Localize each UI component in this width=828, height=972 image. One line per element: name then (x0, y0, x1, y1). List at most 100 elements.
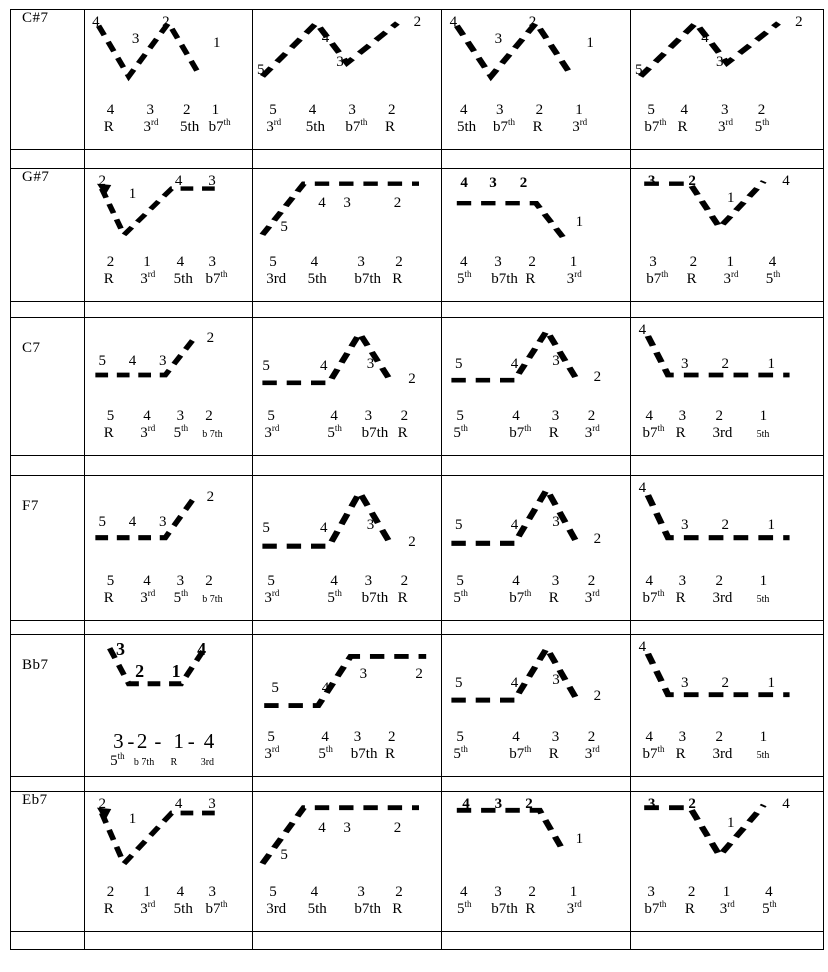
legend-finger-number: - (154, 729, 162, 753)
arpeggio-diagram: 4 3 2 1 (635, 481, 819, 566)
legend-column: 5 3rd (266, 254, 286, 289)
legend-finger-number: 2 (757, 102, 766, 118)
legend-column: 1 3rd (723, 254, 738, 289)
legend-finger-number: 2 (528, 884, 536, 900)
legend-chord-tone: b7th (354, 271, 382, 288)
finger-number: 2 (519, 175, 528, 192)
finger-number: 1 (586, 35, 594, 52)
finger-number: 2 (393, 820, 402, 836)
ordinal-suffix: th (460, 744, 468, 755)
legend-column: 3 b7th (345, 102, 367, 137)
pattern-cell-content: 5 4 3 2 5 R 4 3rd 3 5th 2 b 7th (86, 319, 252, 455)
finger-number: 4 (460, 175, 468, 192)
separator-row (10, 776, 824, 792)
legend-finger-number: 1 (143, 884, 151, 900)
legend-chord-tone: R (525, 271, 536, 288)
pattern-cell-content: 5 4 3 2 5 3rd 4 5th 3 b7th 2 R (254, 11, 441, 149)
legend-finger-number: 4 (768, 254, 777, 270)
finger-number: 3 (131, 31, 140, 48)
separator-cell (84, 149, 253, 169)
arpeggio-contour-line (259, 181, 419, 236)
legend-chord-tone: R (103, 271, 114, 288)
ordinal-suffix: th (334, 588, 342, 599)
finger-number: 3 (366, 355, 375, 372)
separator-cell (10, 620, 85, 635)
arpeggio-diagram: 4 3 2 1 (635, 323, 819, 401)
chord-label-cell: F7 (10, 475, 85, 621)
ordinal-suffix: th (661, 269, 669, 280)
ordinal-suffix: rd (271, 423, 280, 434)
legend-chord-tone: R (170, 757, 178, 769)
legend-column: 4 3rd (140, 408, 155, 443)
separator-row (10, 301, 824, 318)
fingering-legend: 5 5th 4 b7th 3 R 2 3rd (448, 573, 628, 613)
chord-label-cell: C7 (10, 317, 85, 456)
legend-column: 3 5th (174, 573, 189, 608)
legend-chord-tone: b 7th (202, 429, 223, 441)
legend-chord-tone: b7th (644, 899, 667, 918)
separator-cell (630, 455, 824, 476)
finger-number: 4 (320, 358, 328, 375)
arpeggio-contour-line (644, 180, 767, 233)
pattern-table: C#7 4 3 2 1 4 R 3 3rd 2 5th 1 b7th 5 4 3 2 5 3rd 4 5th 3 b7th 2… (10, 9, 824, 950)
separator-cell (441, 931, 631, 950)
finger-number: 4 (638, 322, 647, 338)
arpeggio-contour-line (644, 803, 767, 861)
legend-finger-number: 4 (176, 254, 185, 270)
fingering-legend: 4 b7th 3 R 2 3rd 1 5th (637, 408, 821, 448)
ordinal-suffix: rd (271, 744, 280, 755)
finger-number: 4 (638, 480, 647, 496)
arpeggio-contour-line (644, 494, 790, 541)
legend-finger-number: 5 (269, 102, 277, 118)
ordinal-suffix: rd (592, 744, 600, 755)
finger-number: 2 (408, 533, 416, 550)
legend-chord-tone: R (675, 746, 686, 763)
ordinal-suffix: th (460, 588, 468, 599)
arpeggio-contour-line (644, 335, 790, 378)
legend-chord-tone: 3rd (264, 744, 280, 763)
legend-finger-number: 2 (587, 408, 596, 424)
legend-column: 4 5th (174, 254, 193, 289)
legend-column: 4 3rd (201, 729, 215, 769)
legend-chord-tone: b7th (205, 269, 228, 288)
finger-number: 2 (408, 371, 416, 388)
legend-finger-number: 5 (267, 573, 275, 589)
finger-number: 3 (208, 796, 216, 812)
arpeggio-diagram: 5 4 3 2 (257, 797, 437, 877)
legend-column: - (151, 729, 161, 753)
ordinal-suffix: th (524, 423, 532, 434)
legend-chord-tone: 5th (457, 119, 477, 136)
ordinal-suffix: rd (273, 117, 282, 128)
pattern-cell-content: 4 3 2 1 4 5th 3 b7th 2 R 1 3rd (443, 11, 630, 149)
pattern-cell: 3 2 1 4 3 5th -2 b 7th -1 R -4 3rd (84, 634, 253, 777)
finger-number: 4 (462, 796, 470, 812)
ordinal-suffix: rd (150, 117, 159, 128)
legend-finger-number: 3 (348, 102, 356, 118)
fingering-legend: 2 R 1 3rd 4 5th 3 b7th (91, 884, 250, 924)
legend-chord-tone: R (525, 901, 536, 918)
legend-finger-number: 3 (494, 884, 502, 900)
legend-finger-number: 1 (575, 102, 583, 118)
ordinal-suffix: th (464, 899, 472, 910)
legend-column: 3 b7th (354, 254, 381, 289)
legend-column: 2 3rd (712, 573, 732, 608)
finger-number: 4 (174, 796, 183, 812)
pattern-cell-content: 5 4 3 2 5 b7th 4 R 3 3rd 2 5th (632, 11, 823, 149)
chord-row: G#7 2 1 4 3 2 R 1 3rd 4 5th 3 b7th 5 4 3 2 5 3rd 4 5th 3 b7th 2… (10, 168, 824, 302)
separator-row (10, 149, 824, 169)
legend-chord-tone: 3rd (140, 423, 156, 442)
legend-chord-tone: 5th (756, 594, 770, 606)
finger-number: 5 (98, 514, 107, 530)
fingering-legend: 3 b7th 2 R 1 3rd 4 5th (637, 254, 821, 294)
ordinal-suffix: rd (592, 588, 600, 599)
ordinal-suffix: th (773, 269, 781, 280)
chord-label: C7 (22, 340, 41, 356)
legend-column: - (185, 729, 195, 753)
legend-chord-tone: R (675, 590, 686, 607)
finger-number: 3 (208, 173, 216, 189)
chord-label-cell: Eb7 (10, 791, 85, 932)
legend-chord-tone: 3rd (140, 269, 156, 288)
